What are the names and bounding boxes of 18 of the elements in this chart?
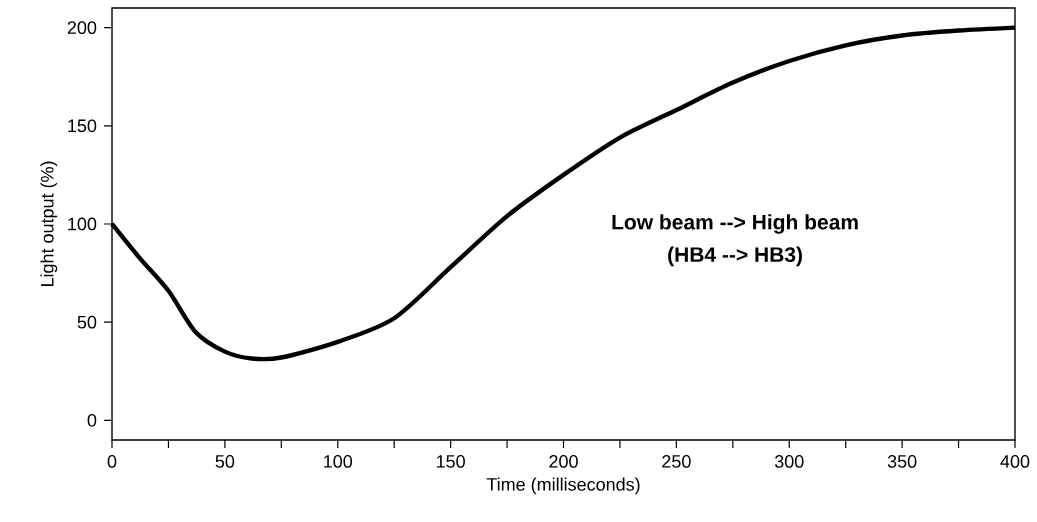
x-tick-label: 350 bbox=[887, 455, 917, 468]
x-axis-title: Time (milliseconds) bbox=[486, 477, 640, 495]
x-tick-label: 0 bbox=[107, 455, 117, 468]
x-tick-label: 100 bbox=[324, 455, 353, 468]
y-tick-label: 50 bbox=[77, 315, 97, 329]
y-tick-label: 200 bbox=[67, 21, 97, 35]
y-tick-label: 100 bbox=[68, 217, 97, 231]
y-tick-label: 150 bbox=[68, 119, 97, 133]
y-tick-label: 0 bbox=[87, 413, 97, 427]
x-tick-label: 50 bbox=[215, 455, 235, 468]
x-tick-label: 250 bbox=[662, 455, 691, 468]
y-axis-title: Light output (%) bbox=[40, 161, 58, 287]
annotation: (HB4 --> HB3) bbox=[668, 246, 802, 267]
annotation: Low beam --> High beam bbox=[612, 214, 858, 234]
x-tick-label: 300 bbox=[774, 455, 804, 468]
x-tick-label: 150 bbox=[436, 455, 465, 468]
x-tick-label: 200 bbox=[549, 455, 578, 468]
x-tick-label: 400 bbox=[1000, 455, 1030, 468]
